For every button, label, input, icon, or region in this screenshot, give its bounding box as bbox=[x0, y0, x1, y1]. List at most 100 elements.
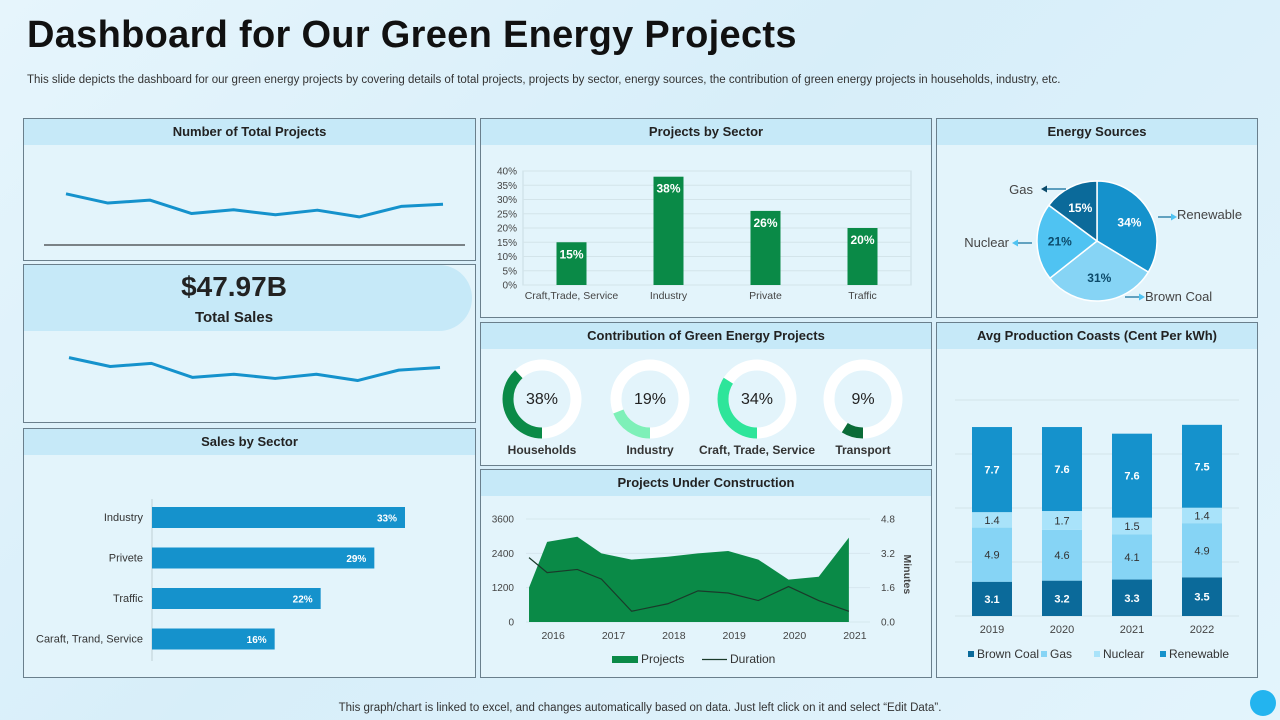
pie-slice-brown-coal bbox=[1048, 240, 1150, 302]
panel-title: Avg Production Coasts (Cent Per kWh) bbox=[937, 323, 1257, 349]
panel-avg-cost[interactable]: Avg Production Coasts (Cent Per kWh) 3.1… bbox=[936, 322, 1258, 678]
x-tick-label: Craft,Trade, Service bbox=[525, 290, 619, 302]
y-right-tick-label: 3.2 bbox=[881, 549, 895, 560]
slice-value-label: 31% bbox=[1087, 271, 1111, 285]
pie-slice-nuclear bbox=[1036, 204, 1099, 280]
y-tick-label: 5% bbox=[503, 266, 518, 277]
stack-segment-gas bbox=[1042, 529, 1082, 581]
y-left-tick-label: 1200 bbox=[492, 583, 515, 594]
bar-1 bbox=[653, 176, 684, 285]
segment-value-label: 3.2 bbox=[1054, 593, 1069, 605]
category-label: Caraft, Trand, Service bbox=[36, 634, 143, 646]
x-tick-label: 2021 bbox=[1120, 624, 1144, 636]
gauge-fill-3 bbox=[823, 359, 903, 439]
legend-label: Renewable bbox=[1169, 647, 1229, 661]
corner-dot bbox=[1250, 690, 1276, 716]
gauge-fill-1 bbox=[610, 359, 690, 439]
x-tick-label: Private bbox=[749, 290, 782, 302]
x-tick-label: 2020 bbox=[1050, 624, 1074, 636]
slice-value-label: 15% bbox=[1068, 201, 1092, 215]
panel-energy-sources[interactable]: Energy Sources 34% Renewable 31% Brown Coal… bbox=[936, 118, 1258, 318]
energy-sources-pie-chart: 34% Renewable 31% Brown Coal 21% Nuclear 15% Ga… bbox=[964, 180, 1242, 304]
stack-segment-renewable bbox=[1182, 424, 1222, 508]
panel-projects-by-sector[interactable]: Projects by Sector 0% 5% 10% 15% 20% 25% 30% 35… bbox=[480, 118, 932, 318]
category-label: Privete bbox=[109, 553, 143, 565]
stack-segment-renewable bbox=[972, 427, 1012, 513]
page-subtitle: This slide depicts the dashboard for our… bbox=[27, 74, 1061, 86]
panel-under-construction[interactable]: Projects Under Construction 0 1200 2400 360… bbox=[480, 469, 932, 678]
x-tick-label: Industry bbox=[650, 290, 688, 302]
kpi-label: Total Sales bbox=[194, 309, 274, 326]
stack-segment-gas bbox=[1182, 523, 1222, 578]
panel-sales-by-sector[interactable]: Sales by Sector 33% Industry 29% Privete 22%… bbox=[23, 428, 476, 678]
contribution-donut-charts: 38% Households 19% Industry 34% Craft, Trade,… bbox=[502, 359, 903, 457]
legend-label: Gas bbox=[1050, 647, 1072, 661]
panel-title: Sales by Sector bbox=[24, 429, 475, 455]
hbar-3 bbox=[152, 628, 275, 650]
footer-note: This graph/chart is linked to excel, and… bbox=[338, 702, 942, 714]
segment-value-label: 3.3 bbox=[1124, 593, 1139, 605]
segment-value-label: 4.1 bbox=[1124, 552, 1139, 564]
panel-title: Energy Sources bbox=[937, 119, 1257, 145]
stack-segment-brown-coal bbox=[1042, 580, 1082, 616]
legend-swatch bbox=[968, 651, 974, 657]
legend-label: Brown Coal bbox=[1145, 289, 1212, 304]
gauge-value-label: 34% bbox=[741, 391, 773, 408]
x-tick-label: 2020 bbox=[783, 630, 807, 642]
segment-value-label: 1.4 bbox=[984, 515, 999, 527]
y-tick-label: 10% bbox=[497, 252, 517, 263]
segment-value-label: 4.9 bbox=[1194, 545, 1209, 557]
segment-value-label: 3.5 bbox=[1194, 592, 1209, 604]
stack-segment-renewable bbox=[1042, 427, 1082, 512]
gauge-fill-0 bbox=[502, 359, 582, 439]
series-line bbox=[68, 356, 441, 383]
segment-value-label: 1.7 bbox=[1054, 515, 1069, 527]
callout-arrow bbox=[1171, 213, 1177, 221]
legend-label: Renewable bbox=[1177, 207, 1242, 222]
legend-label: Brown Coal bbox=[977, 647, 1039, 661]
slice-value-label: 34% bbox=[1117, 216, 1141, 230]
segment-value-label: 7.5 bbox=[1194, 461, 1209, 473]
total-sales-line-chart bbox=[68, 356, 441, 383]
panel-title: Contribution of Green Energy Projects bbox=[481, 323, 931, 349]
sales-by-sector-bar-chart: 33% Industry 29% Privete 22% Traffic 16% Caraft… bbox=[36, 499, 405, 661]
y-left-tick-label: 2400 bbox=[492, 549, 515, 560]
bar-value-label: 26% bbox=[753, 216, 777, 230]
callout-arrow bbox=[1041, 185, 1047, 193]
x-tick-label: 2017 bbox=[602, 630, 626, 642]
segment-value-label: 3.1 bbox=[984, 594, 999, 606]
panel-title: Projects by Sector bbox=[481, 119, 931, 145]
stack-segment-nuclear bbox=[1042, 511, 1082, 530]
legend-swatch-projects bbox=[612, 656, 638, 663]
total-projects-line-chart bbox=[44, 192, 465, 246]
panel-total-sales[interactable]: $47.97B Total Sales bbox=[23, 264, 476, 423]
stack-segment-nuclear bbox=[972, 512, 1012, 528]
category-label: Traffic bbox=[113, 593, 143, 605]
series-line bbox=[65, 192, 444, 219]
bar-value-label: 38% bbox=[656, 182, 680, 196]
stack-segment-gas bbox=[972, 527, 1012, 582]
y-tick-label: 15% bbox=[497, 238, 517, 249]
panel-total-projects[interactable]: Number of Total Projects bbox=[23, 118, 476, 261]
segment-value-label: 7.6 bbox=[1124, 471, 1139, 483]
bar-value-label: 20% bbox=[850, 233, 874, 247]
legend-label: Projects bbox=[641, 652, 684, 666]
x-tick-label: 2019 bbox=[723, 630, 747, 642]
callout-arrow bbox=[1139, 293, 1145, 301]
legend-label: Nuclear bbox=[964, 235, 1009, 250]
page-title: Dashboard for Our Green Energy Projects bbox=[27, 14, 797, 56]
stack-segment-brown-coal bbox=[1182, 577, 1222, 616]
y-right-axis-label: Minutes bbox=[901, 555, 913, 595]
gauge-value-label: 9% bbox=[851, 391, 874, 408]
segment-value-label: 4.6 bbox=[1054, 550, 1069, 562]
kpi-banner: $47.97B Total Sales bbox=[24, 265, 472, 331]
stack-segment-renewable bbox=[1112, 433, 1152, 518]
hbar-1 bbox=[152, 547, 375, 569]
y-tick-label: 40% bbox=[497, 167, 517, 178]
panel-contribution[interactable]: Contribution of Green Energy Projects 38… bbox=[480, 322, 932, 466]
gauge-fill-2 bbox=[717, 359, 797, 439]
y-tick-label: 35% bbox=[497, 181, 517, 192]
bar-2 bbox=[750, 210, 781, 285]
x-tick-label: 2022 bbox=[1190, 624, 1214, 636]
segment-value-label: 7.6 bbox=[1054, 464, 1069, 476]
